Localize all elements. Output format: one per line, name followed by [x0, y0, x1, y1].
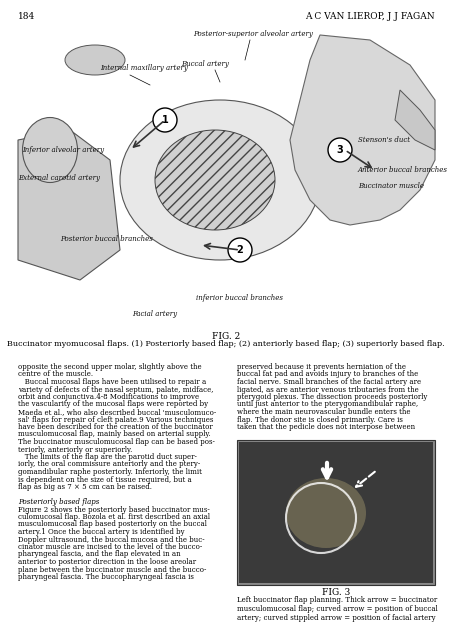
Text: Posteriorly based flaps: Posteriorly based flaps — [18, 498, 99, 506]
Text: Buccinator myomucosal flaps. (1) Posteriorly based flap; (2) anteriorly based fl: Buccinator myomucosal flaps. (1) Posteri… — [7, 340, 445, 348]
FancyBboxPatch shape — [237, 440, 435, 585]
FancyBboxPatch shape — [18, 35, 435, 330]
Circle shape — [228, 238, 252, 262]
Text: cinator muscle are incised to the level of the bucco-: cinator muscle are incised to the level … — [18, 543, 202, 551]
Text: Figure 2 shows the posteriorly based buccinator mus-: Figure 2 shows the posteriorly based buc… — [18, 506, 210, 513]
Ellipse shape — [23, 118, 77, 182]
Text: 1: 1 — [162, 115, 169, 125]
Text: flap. The donor site is closed primarily. Care is: flap. The donor site is closed primarily… — [237, 415, 403, 424]
Text: A C VAN LIEROP, J J FAGAN: A C VAN LIEROP, J J FAGAN — [305, 12, 435, 21]
Text: musculomucosal flap, mainly based on arterial supply.: musculomucosal flap, mainly based on art… — [18, 431, 211, 438]
Text: until just anterior to the pterygomandibular raphe,: until just anterior to the pterygomandib… — [237, 401, 418, 408]
Circle shape — [328, 138, 352, 162]
Text: Stenson's duct: Stenson's duct — [358, 136, 410, 144]
Text: artery.1 Once the buccal artery is identified by: artery.1 Once the buccal artery is ident… — [18, 528, 185, 536]
Text: preserved because it prevents herniation of the: preserved because it prevents herniation… — [237, 363, 406, 371]
Ellipse shape — [65, 45, 125, 75]
Text: Inferior alveolar artery: Inferior alveolar artery — [22, 146, 104, 154]
Text: have been described for the creation of the buccinator: have been described for the creation of … — [18, 423, 213, 431]
Text: orbit and conjunctiva.4-8 Modifications to improve: orbit and conjunctiva.4-8 Modifications … — [18, 393, 199, 401]
Text: Buccal mucosal flaps have been utilised to repair a: Buccal mucosal flaps have been utilised … — [18, 378, 206, 386]
Text: inferior buccal branches: inferior buccal branches — [197, 294, 284, 302]
Text: flap as big as 7 × 5 cm can be raised.: flap as big as 7 × 5 cm can be raised. — [18, 483, 152, 491]
Text: FIG. 3: FIG. 3 — [322, 588, 350, 597]
Text: plane between the buccinator muscle and the bucco-: plane between the buccinator muscle and … — [18, 566, 207, 573]
Text: Left buccinator flap planning. Thick arrow = buccinator
musculomucosal flap; cur: Left buccinator flap planning. Thick arr… — [237, 596, 438, 622]
Text: buccal fat pad and avoids injury to branches of the: buccal fat pad and avoids injury to bran… — [237, 371, 418, 378]
Polygon shape — [395, 90, 435, 150]
Text: variety of defects of the nasal septum, palate, midface,: variety of defects of the nasal septum, … — [18, 385, 213, 394]
Text: teriorly, anteriorly or superiorly.: teriorly, anteriorly or superiorly. — [18, 445, 132, 454]
Text: Facial artery: Facial artery — [132, 310, 178, 318]
Text: pharyngeal fascia. The buccopharyngeal fascia is: pharyngeal fascia. The buccopharyngeal f… — [18, 573, 194, 581]
Text: gomandibular raphe posteriorly. Inferiorly, the limit: gomandibular raphe posteriorly. Inferior… — [18, 468, 202, 476]
Text: External carotid artery: External carotid artery — [18, 174, 100, 182]
Text: Anterior buccal branches: Anterior buccal branches — [358, 166, 448, 174]
Text: Posterior buccal branches: Posterior buccal branches — [60, 235, 153, 243]
Text: ligated, as are anterior venous tributaries from the: ligated, as are anterior venous tributar… — [237, 385, 419, 394]
Text: centre of the muscle.: centre of the muscle. — [18, 371, 93, 378]
Text: Maeda et al., who also described buccal 'musculomuco-: Maeda et al., who also described buccal … — [18, 408, 216, 416]
Text: Doppler ultrasound, the buccal mucosa and the buc-: Doppler ultrasound, the buccal mucosa an… — [18, 536, 205, 543]
FancyBboxPatch shape — [239, 442, 433, 583]
Text: is dependent on the size of tissue required, but a: is dependent on the size of tissue requi… — [18, 476, 192, 483]
Text: Posterior-superior alveolar artery: Posterior-superior alveolar artery — [193, 30, 313, 38]
Text: 2: 2 — [236, 245, 243, 255]
Text: pharyngeal fascia, and the flap elevated in an: pharyngeal fascia, and the flap elevated… — [18, 550, 181, 559]
Text: The limits of the flap are the parotid duct super-: The limits of the flap are the parotid d… — [18, 453, 197, 461]
Text: facial nerve. Small branches of the facial artery are: facial nerve. Small branches of the faci… — [237, 378, 421, 386]
Ellipse shape — [120, 100, 320, 260]
Text: Internal maxillary artery: Internal maxillary artery — [100, 64, 188, 72]
Polygon shape — [290, 35, 435, 225]
Text: iorly, the oral commissure anteriorly and the ptery-: iorly, the oral commissure anteriorly an… — [18, 461, 200, 468]
Text: pterygoid plexus. The dissection proceeds posteriorly: pterygoid plexus. The dissection proceed… — [237, 393, 427, 401]
Text: where the main neurovascular bundle enters the: where the main neurovascular bundle ente… — [237, 408, 410, 416]
Text: musculomucosal flap based posteriorly on the buccal: musculomucosal flap based posteriorly on… — [18, 520, 207, 529]
Text: FIG. 2: FIG. 2 — [212, 332, 240, 341]
Text: Buccinator muscle: Buccinator muscle — [358, 182, 424, 190]
Ellipse shape — [286, 478, 366, 548]
Text: 184: 184 — [18, 12, 35, 21]
Text: anterior to posterior direction in the loose areolar: anterior to posterior direction in the l… — [18, 558, 196, 566]
Text: taken that the pedicle does not interpose between: taken that the pedicle does not interpos… — [237, 423, 415, 431]
Text: opposite the second upper molar, slightly above the: opposite the second upper molar, slightl… — [18, 363, 202, 371]
Text: Buccal artery: Buccal artery — [181, 60, 229, 68]
Text: The buccinator musculomucosal flap can be based pos-: The buccinator musculomucosal flap can b… — [18, 438, 215, 446]
Circle shape — [153, 108, 177, 132]
Text: 3: 3 — [337, 145, 343, 155]
Text: sal' flaps for repair of cleft palate.9 Various techniques: sal' flaps for repair of cleft palate.9 … — [18, 415, 213, 424]
Polygon shape — [18, 130, 120, 280]
Text: culomucosal flap. Bozola et al. first described an axial: culomucosal flap. Bozola et al. first de… — [18, 513, 210, 521]
Text: the vascularity of the mucosal flaps were reported by: the vascularity of the mucosal flaps wer… — [18, 401, 208, 408]
Ellipse shape — [155, 130, 275, 230]
